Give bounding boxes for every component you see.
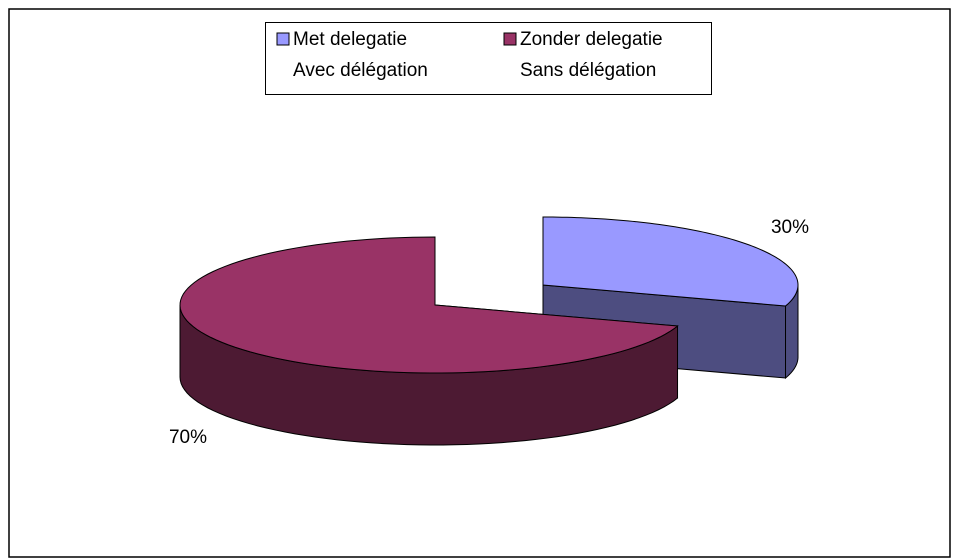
legend-label: Zonder delegatie xyxy=(520,29,663,50)
legend-label: Avec délégation xyxy=(293,60,428,81)
legend-swatch xyxy=(276,32,290,46)
legend-swatch xyxy=(503,32,517,46)
legend-label: Met delegatie xyxy=(293,29,407,50)
data-label: 70% xyxy=(169,427,207,448)
data-label: 30% xyxy=(771,217,809,238)
slice-top xyxy=(179,236,679,374)
legend-box xyxy=(265,22,712,95)
slice-top xyxy=(542,216,799,307)
legend-label: Sans délégation xyxy=(520,60,656,81)
